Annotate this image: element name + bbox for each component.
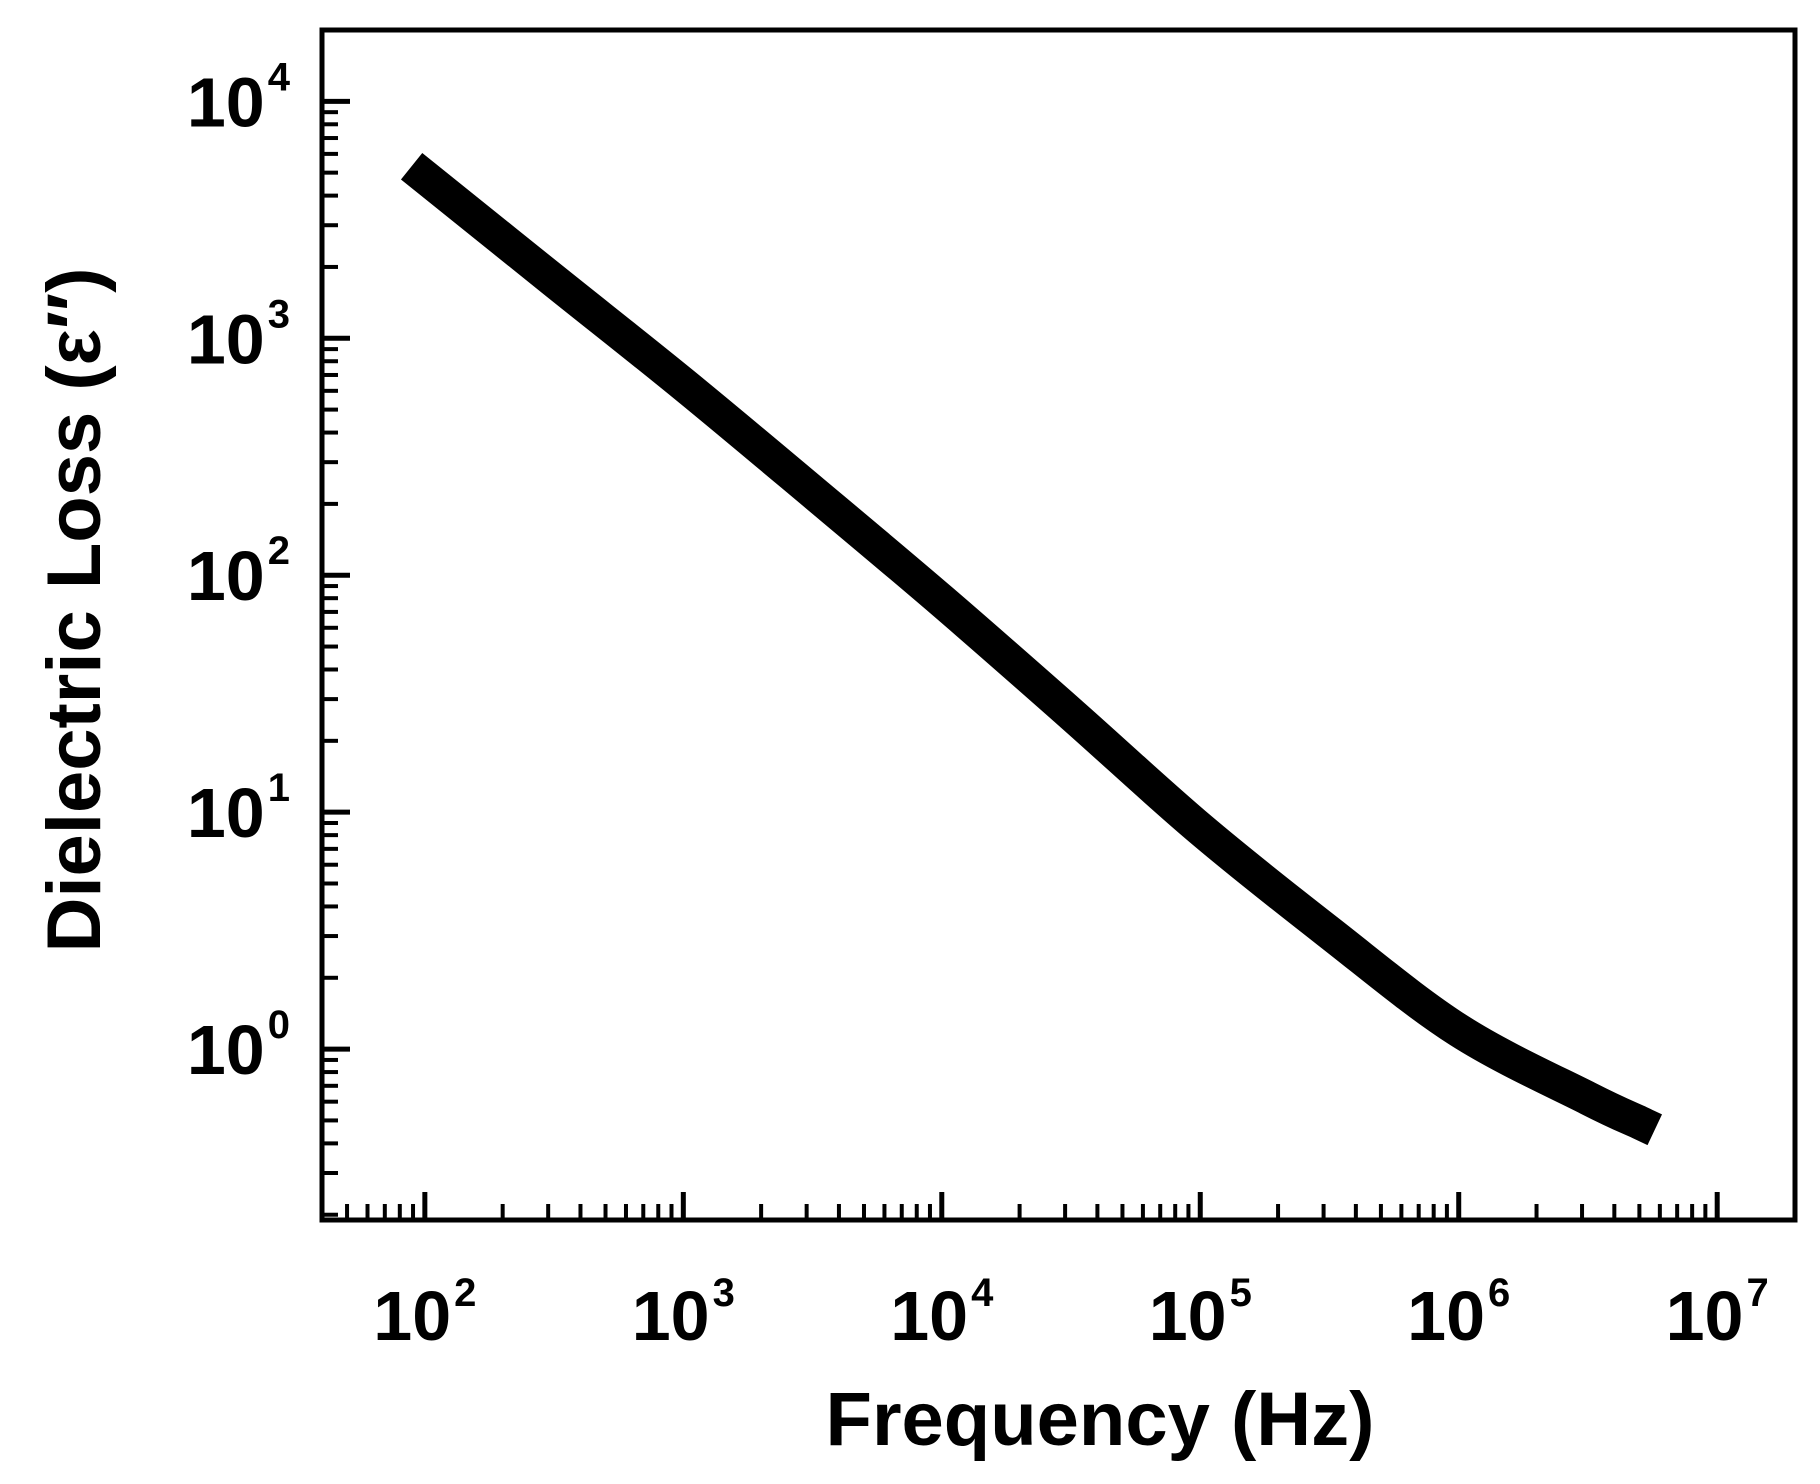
y-tick-label-exponent: 0 [268,1003,290,1047]
x-tick-label: 106 [1407,1271,1510,1355]
x-tick-label: 107 [1666,1271,1769,1355]
y-tick-label: 104 [187,55,291,141]
x-tick-label: 102 [373,1271,476,1355]
major-ticks [322,98,1720,1220]
y-tick-label: 103 [187,292,290,378]
series-layer [400,152,1663,1146]
y-tick-label: 100 [187,1003,290,1089]
y-tick-label-base: 10 [187,63,265,141]
y-tick-label-base: 10 [187,300,265,378]
series-line-0 [400,152,1663,1146]
y-tick-label-exponent: 2 [268,529,290,573]
y-tick-label-exponent: 1 [268,766,290,810]
y-axis-label: Dielectric Loss (ε″) [32,268,117,953]
minor-ticks [320,28,1797,1220]
y-tick-label-exponent: 3 [268,292,290,336]
x-tick-labels: 102 103 104 105 106 107 [373,1271,1768,1355]
x-tick-label-base: 10 [890,1277,968,1355]
x-tick-label-exponent: 2 [454,1271,476,1315]
plot-frame [319,27,1798,1223]
x-tick-label-base: 10 [1666,1277,1744,1355]
x-tick-label-base: 10 [1149,1277,1227,1355]
y-tick-label: 102 [187,529,290,615]
x-tick-label: 103 [632,1271,735,1355]
x-tick-label-base: 10 [373,1277,451,1355]
x-tick-label-exponent: 7 [1747,1271,1769,1315]
x-tick-label-exponent: 6 [1488,1271,1510,1315]
y-tick-label-base: 10 [187,537,265,615]
y-tick-label-exponent: 4 [268,55,291,99]
x-tick-label: 104 [890,1271,994,1355]
y-tick-label: 101 [187,766,290,852]
x-tick-label-base: 10 [632,1277,710,1355]
y-tick-label-base: 10 [187,774,265,852]
x-tick-label-exponent: 4 [971,1271,994,1315]
x-axis-label: Frequency (Hz) [826,1377,1375,1462]
x-tick-label: 105 [1149,1271,1252,1355]
x-tick-label-base: 10 [1407,1277,1485,1355]
x-tick-label-exponent: 3 [713,1271,735,1315]
x-tick-label-exponent: 5 [1230,1271,1252,1315]
y-tick-label-base: 10 [187,1011,265,1089]
